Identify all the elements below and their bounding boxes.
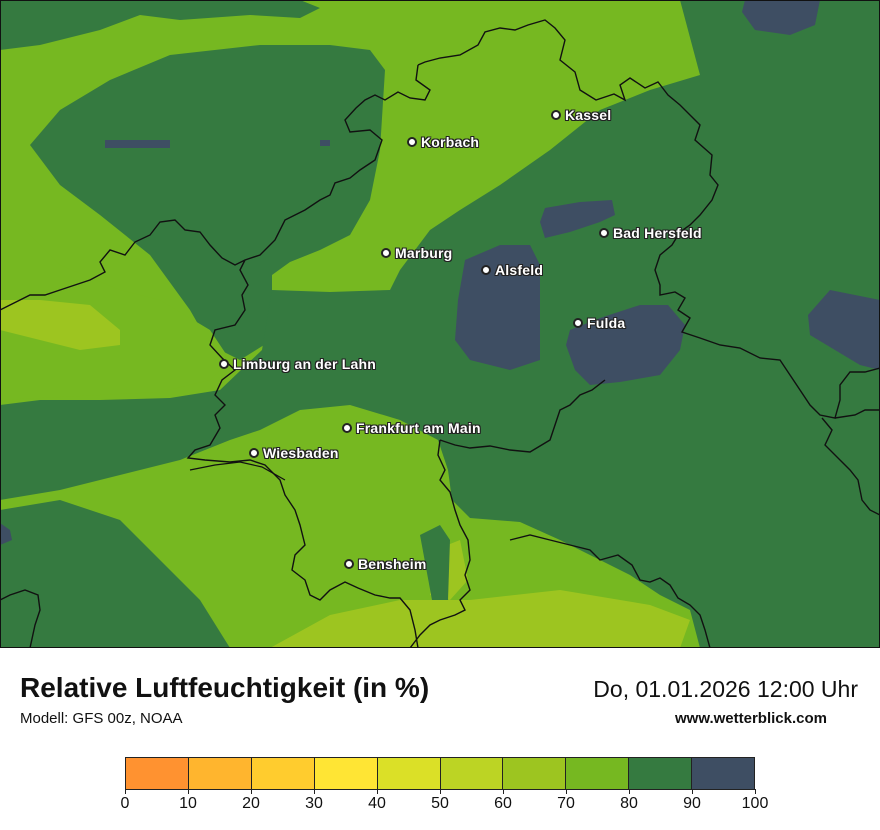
legend-tick-mark xyxy=(503,789,504,794)
legend-tick-mark xyxy=(755,789,756,794)
legend-tick-label: 100 xyxy=(741,795,769,812)
state-border-main xyxy=(409,379,606,648)
city-wiesbaden[interactable]: Wiesbaden xyxy=(249,445,339,461)
legend-tick-label: 30 xyxy=(305,795,323,812)
legend-swatch xyxy=(187,758,251,789)
weather-map[interactable]: Kassel Korbach Bad Hersfeld Marburg Alsf… xyxy=(0,0,880,648)
band-80-90-northwest xyxy=(30,45,385,360)
legend-swatch xyxy=(126,758,188,789)
legend-tick-mark xyxy=(692,789,693,794)
city-korbach[interactable]: Korbach xyxy=(407,134,479,150)
legend-swatch xyxy=(565,758,629,789)
legend-tick-label: 10 xyxy=(179,795,197,812)
legend-tickmarks xyxy=(0,789,880,795)
model-info: Modell: GFS 00z, NOAA xyxy=(20,710,183,727)
city-marburg[interactable]: Marburg xyxy=(381,245,452,261)
legend-tick-label: 70 xyxy=(557,795,575,812)
band-90-100-speck xyxy=(320,140,330,146)
city-marker-icon xyxy=(219,359,229,369)
site-link[interactable]: www.wetterblick.com xyxy=(675,710,827,727)
forecast-datetime: Do, 01.01.2026 12:00 Uhr xyxy=(593,676,858,702)
legend-tick-mark xyxy=(188,789,189,794)
legend-tick-label: 20 xyxy=(242,795,260,812)
city-label: Marburg xyxy=(395,245,453,261)
legend-tick-mark xyxy=(440,789,441,794)
city-label: Alsfeld xyxy=(495,262,544,278)
city-marker-icon xyxy=(599,228,609,238)
city-marker-icon xyxy=(342,423,352,433)
state-border-north xyxy=(0,64,431,311)
map-title: Relative Luftfeuchtigkeit (in %) xyxy=(20,672,430,703)
legend-swatch xyxy=(439,758,503,789)
legend-swatch xyxy=(628,758,692,789)
state-border xyxy=(417,19,880,419)
city-frankfurt[interactable]: Frankfurt am Main xyxy=(342,420,481,436)
city-marker-icon xyxy=(407,137,417,147)
city-label: Kassel xyxy=(565,107,612,123)
band-80-90-topstrip xyxy=(0,0,320,50)
river-rhine xyxy=(189,461,286,481)
legend-ticks: 0 10 20 30 40 50 60 70 80 90 100 xyxy=(0,795,880,815)
legend-swatch xyxy=(691,758,755,789)
legend-tick-label: 40 xyxy=(368,795,386,812)
legend-tick-mark xyxy=(566,789,567,794)
city-marker-icon xyxy=(573,318,583,328)
band-80-90-east xyxy=(860,140,880,230)
state-border-east-south xyxy=(821,409,880,516)
legend-swatch xyxy=(250,758,314,789)
color-legend xyxy=(125,757,755,790)
band-60-70-south xyxy=(270,590,690,648)
legend-tick-mark xyxy=(314,789,315,794)
band-90-100-fulda xyxy=(566,305,685,385)
humidity-field xyxy=(0,0,880,648)
band-80-90-bensheim xyxy=(420,525,450,600)
city-marker-icon xyxy=(481,265,491,275)
band-90-100-southwest xyxy=(0,523,12,545)
city-label: Frankfurt am Main xyxy=(356,420,481,436)
city-label: Fulda xyxy=(587,315,626,331)
city-label: Bad Hersfeld xyxy=(613,225,702,241)
city-limburg[interactable]: Limburg an der Lahn xyxy=(219,356,376,372)
band-80-90-central xyxy=(0,0,880,648)
band-80-90-southwest xyxy=(0,500,230,648)
city-kassel[interactable]: Kassel xyxy=(551,107,611,123)
city-label: Bensheim xyxy=(358,556,427,572)
legend-swatch xyxy=(502,758,566,789)
band-90-100-alsfeld xyxy=(455,245,540,370)
legend-tick-label: 80 xyxy=(620,795,638,812)
city-marker-icon xyxy=(344,559,354,569)
legend-tick-label: 90 xyxy=(683,795,701,812)
legend-tick-mark xyxy=(251,789,252,794)
city-fulda[interactable]: Fulda xyxy=(573,315,625,331)
legend-tick-mark xyxy=(377,789,378,794)
band-90-100-east xyxy=(808,290,880,370)
city-marker-icon xyxy=(381,248,391,258)
state-border-southwest-edge xyxy=(0,589,41,648)
city-label: Wiesbaden xyxy=(263,445,339,461)
city-marker-icon xyxy=(249,448,259,458)
city-marker-icon xyxy=(551,110,561,120)
legend-tick-label: 60 xyxy=(494,795,512,812)
city-bad-hersfeld[interactable]: Bad Hersfeld xyxy=(599,225,702,241)
band-70-80-west xyxy=(0,215,230,400)
band-90-100-strip xyxy=(105,140,170,148)
legend-tick-mark xyxy=(629,789,630,794)
band-90-100-northeast xyxy=(742,0,820,35)
legend-tick-label: 0 xyxy=(120,795,130,812)
city-alsfeld[interactable]: Alsfeld xyxy=(481,262,543,278)
city-label: Limburg an der Lahn xyxy=(233,356,377,372)
legend-swatch xyxy=(376,758,440,789)
band-60-70-west-top xyxy=(0,300,120,350)
legend-swatch xyxy=(313,758,377,789)
legend-tick-label: 50 xyxy=(431,795,449,812)
band-90-100-hersfeld xyxy=(540,200,615,238)
state-border-south xyxy=(509,534,711,648)
legend-tick-mark xyxy=(125,789,126,794)
city-label: Korbach xyxy=(421,134,480,150)
state-border-west xyxy=(186,259,419,648)
city-bensheim[interactable]: Bensheim xyxy=(344,556,427,572)
